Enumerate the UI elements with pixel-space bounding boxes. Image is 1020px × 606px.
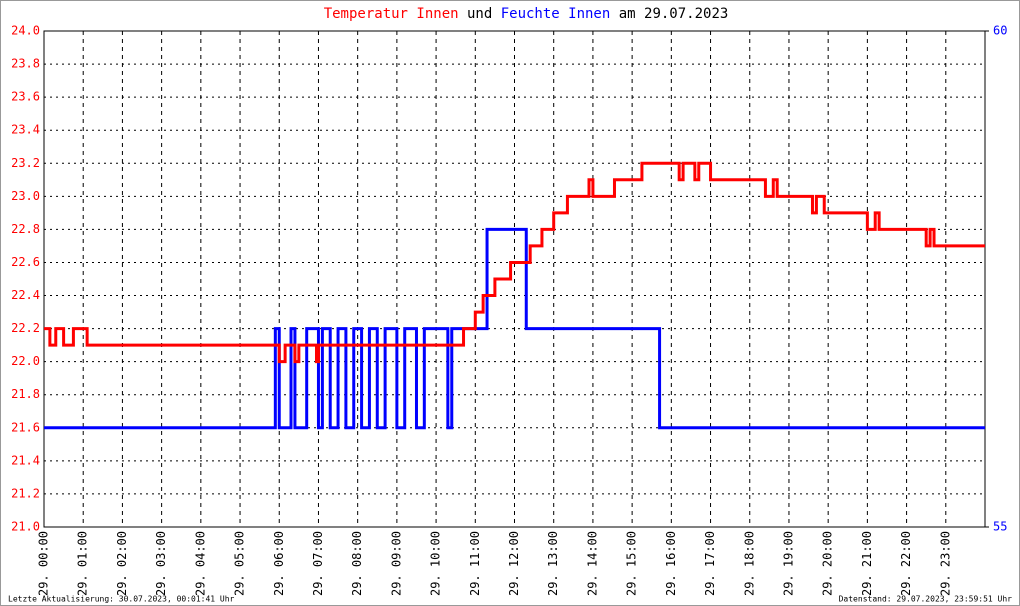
series-line — [44, 227, 985, 430]
x-tick-label: 29. 16:00 — [664, 531, 678, 596]
y-tick-label: 21.8 — [11, 387, 40, 401]
x-tick-label: 29. 14:00 — [585, 531, 599, 596]
y-tick-label: 22.0 — [11, 354, 40, 368]
x-tick-label: 29. 08:00 — [350, 531, 364, 596]
x-tick-label: 29. 07:00 — [311, 531, 325, 596]
y-tick-label: 23.2 — [11, 156, 40, 170]
x-tick-label: 29. 00:00 — [37, 531, 51, 596]
x-tick-label: 29. 03:00 — [154, 531, 168, 596]
x-tick-label: 29. 17:00 — [703, 531, 717, 596]
title-series-1: Temperatur Innen — [324, 6, 459, 22]
y2-tick-label: 55 — [993, 520, 1007, 534]
x-tick-label: 29. 09:00 — [389, 531, 403, 596]
x-tick-label: 29. 19:00 — [781, 531, 795, 596]
series-line — [44, 161, 985, 364]
y-tick-label: 21.0 — [11, 520, 40, 534]
y-tick-label: 21.4 — [11, 453, 40, 467]
y-tick-label: 23.8 — [11, 57, 40, 71]
x-tick-label: 29. 06:00 — [272, 531, 286, 596]
footer-left: Letzte Aktualisierung: 30.07.2023, 00:01… — [8, 595, 235, 604]
y-tick-label: 22.4 — [11, 288, 40, 302]
x-tick-label: 29. 10:00 — [429, 531, 443, 596]
y-tick-label: 22.6 — [11, 255, 40, 269]
x-tick-label: 29. 05:00 — [233, 531, 247, 596]
x-tick-label: 29. 20:00 — [821, 531, 835, 596]
x-tick-label: 29. 22:00 — [899, 531, 913, 596]
y2-tick-label: 60 — [993, 24, 1007, 38]
y-tick-label: 21.2 — [11, 486, 40, 500]
y-tick-label: 22.8 — [11, 222, 40, 236]
footer-right: Datenstand: 29.07.2023, 23:59:51 Uhr — [839, 595, 1013, 604]
x-tick-label: 29. 04:00 — [193, 531, 207, 596]
x-tick-label: 29. 23:00 — [938, 531, 952, 596]
x-tick-label: 29. 12:00 — [507, 531, 521, 596]
x-tick-label: 29. 11:00 — [468, 531, 482, 596]
x-tick-label: 29. 18:00 — [742, 531, 756, 596]
x-tick-label: 29. 21:00 — [860, 531, 874, 596]
title-joiner: und — [467, 6, 492, 22]
title-date: am 29.07.2023 — [619, 6, 729, 22]
x-tick-label: 29. 13:00 — [546, 531, 560, 596]
y-tick-label: 22.2 — [11, 321, 40, 335]
title-series-2: Feuchte Innen — [501, 6, 611, 22]
y-tick-label: 24.0 — [11, 24, 40, 38]
y-tick-label: 23.6 — [11, 90, 40, 104]
y-tick-label: 21.6 — [11, 420, 40, 434]
chart-title: Temperatur Innen und Feuchte Innen am 29… — [324, 6, 729, 22]
y-tick-label: 23.4 — [11, 123, 40, 137]
x-tick-label: 29. 02:00 — [115, 531, 129, 596]
plot-frame — [43, 30, 986, 528]
x-tick-label: 29. 15:00 — [625, 531, 639, 596]
y-tick-label: 23.0 — [11, 189, 40, 203]
x-tick-label: 29. 01:00 — [76, 531, 90, 596]
